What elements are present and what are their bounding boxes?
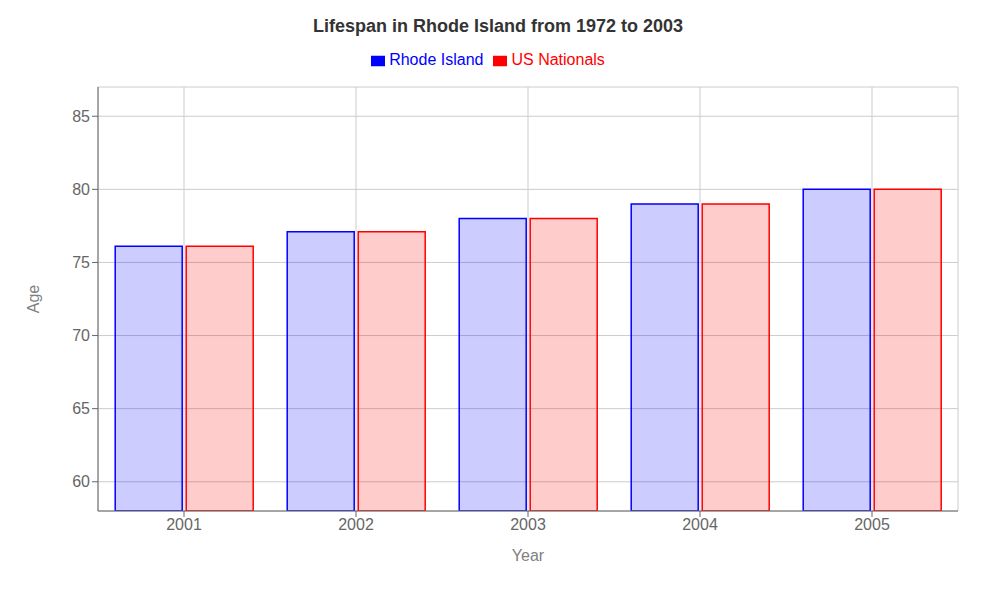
svg-text:65: 65 xyxy=(72,400,90,417)
svg-text:Age: Age xyxy=(25,285,42,314)
svg-text:2001: 2001 xyxy=(166,516,202,533)
svg-text:80: 80 xyxy=(72,181,90,198)
html-text:US Nationals: US Nationals xyxy=(511,51,605,68)
html-text:Lifespan in Rhode Island from: Lifespan in Rhode Island from 1972 to 20… xyxy=(312,16,683,36)
svg-text:Year: Year xyxy=(512,547,545,564)
svg-text:2002: 2002 xyxy=(338,516,374,533)
svg-text:85: 85 xyxy=(72,108,90,125)
svg-text:2004: 2004 xyxy=(682,516,718,533)
svg-text:70: 70 xyxy=(72,327,90,344)
svg-text:75: 75 xyxy=(72,254,90,271)
svg-text:2003: 2003 xyxy=(510,516,546,533)
svg-text:60: 60 xyxy=(72,473,90,490)
svg-text:2005: 2005 xyxy=(854,516,890,533)
html-text:Rhode Island: Rhode Island xyxy=(389,51,484,68)
